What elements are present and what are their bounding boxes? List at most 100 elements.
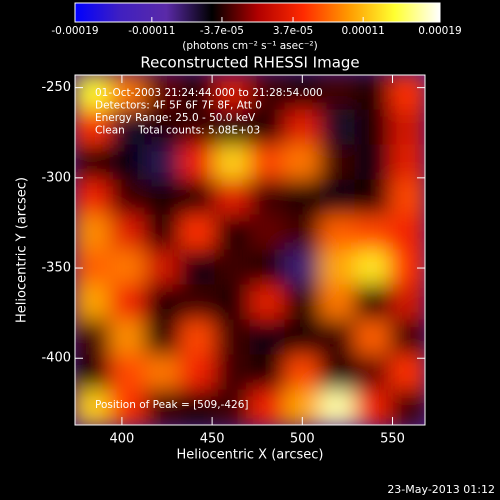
heatmap-cell	[179, 284, 216, 321]
y-tick-label: -350	[41, 261, 71, 276]
x-axis-label: Heliocentric X (arcsec)	[177, 448, 324, 463]
colorbar-label: (photons cm⁻² s⁻¹ asec⁻²)	[182, 40, 317, 52]
heatmap-cell	[109, 389, 146, 425]
heatmap-cell	[144, 179, 181, 216]
heatmap-cell	[75, 214, 111, 251]
footer: 23-May-2013 01:12	[387, 483, 495, 496]
heatmap-cell	[354, 249, 391, 286]
heatmap-cell	[144, 389, 181, 425]
annotation: Clean Total counts: 5.08E+03	[95, 125, 260, 137]
heatmap-cell	[389, 214, 425, 251]
chart-title: Reconstructed RHESSI Image	[140, 54, 359, 72]
heatmap-cell	[75, 109, 111, 146]
colorbar-tick-label: -3.7e-05	[200, 25, 244, 37]
heatmap-cell	[284, 319, 321, 356]
heatmap-cell	[214, 319, 251, 356]
heatmap-cell	[354, 319, 391, 356]
x-tick-label: 500	[290, 432, 315, 447]
heatmap-cell	[214, 354, 251, 391]
heatmap-cell	[319, 319, 356, 356]
heatmap-cell	[179, 75, 216, 111]
annotation: 01-Oct-2003 21:24:44.000 to 21:28:54.000	[95, 87, 323, 99]
heatmap-cell	[179, 179, 216, 216]
heatmap-cell	[389, 284, 425, 321]
heatmap-cell	[249, 284, 286, 321]
heatmap-cell	[354, 144, 391, 181]
heatmap-cell	[319, 354, 356, 391]
heatmap-cell	[179, 144, 216, 181]
annotation: Energy Range: 25.0 - 50.0 keV	[95, 112, 256, 124]
heatmap-cell	[389, 354, 425, 391]
heatmap-cell	[284, 109, 321, 146]
heatmap-cell	[109, 179, 146, 216]
heatmap-cell	[109, 144, 146, 181]
heatmap-cell	[319, 389, 356, 425]
heatmap-cell	[249, 354, 286, 391]
colorbar-tick-label: 3.7e-05	[273, 25, 313, 37]
heatmap	[75, 75, 425, 425]
heatmap-cell	[109, 109, 146, 146]
x-tick-label: 400	[109, 432, 134, 447]
x-tick-label: 550	[380, 432, 405, 447]
plot-frame	[74, 74, 426, 426]
heatmap-cell	[249, 389, 286, 425]
heatmap-cell	[179, 109, 216, 146]
heatmap-cell	[354, 389, 391, 425]
heatmap-cell	[389, 249, 425, 286]
heatmap-cell	[214, 389, 251, 425]
heatmap-cell	[319, 249, 356, 286]
heatmap-cell	[354, 75, 391, 111]
y-tick-label: -400	[41, 351, 71, 366]
heatmap-cell	[319, 284, 356, 321]
heatmap-cells	[75, 75, 425, 425]
heatmap-cell	[75, 284, 111, 321]
heatmap-cell	[389, 179, 425, 216]
heatmap-cell	[214, 144, 251, 181]
heatmap-cell	[179, 249, 216, 286]
heatmap-cell	[214, 109, 251, 146]
heatmap-cell	[75, 144, 111, 181]
y-tick-label: -250	[41, 80, 71, 95]
heatmap-cell	[319, 179, 356, 216]
heatmap-cell	[144, 284, 181, 321]
heatmap-cell	[249, 75, 286, 111]
x-tick-label: 450	[200, 432, 225, 447]
heatmap-cell	[389, 144, 425, 181]
heatmap-cell	[249, 144, 286, 181]
heatmap-cell	[354, 284, 391, 321]
heatmap-cell	[179, 389, 216, 425]
heatmap-cell	[319, 75, 356, 111]
heatmap-cell	[284, 214, 321, 251]
heatmap-cell	[144, 249, 181, 286]
heatmap-cell	[75, 354, 111, 391]
heatmap-cell	[389, 319, 425, 356]
colorbar-tick-label: 0.00019	[418, 25, 461, 37]
heatmap-cell	[249, 249, 286, 286]
heatmap-cell	[144, 109, 181, 146]
heatmap-cell	[75, 179, 111, 216]
heatmap-cell	[75, 389, 111, 425]
heatmap-cell	[109, 214, 146, 251]
heatmap-cell	[144, 75, 181, 111]
heatmap-cell	[319, 109, 356, 146]
heatmap-cell	[214, 284, 251, 321]
heatmap-cell	[109, 354, 146, 391]
heatmap-cell	[214, 214, 251, 251]
heatmap-cell	[179, 354, 216, 391]
y-axis-label: Heliocentric Y (arcsec)	[15, 177, 30, 323]
heatmap-cell	[389, 389, 425, 425]
heatmap-cell	[354, 179, 391, 216]
heatmap-cell	[109, 249, 146, 286]
heatmap-cell	[249, 109, 286, 146]
heatmap-cell	[214, 179, 251, 216]
annotations: 01-Oct-2003 21:24:44.000 to 21:28:54.000…	[95, 87, 323, 137]
heatmap-cell	[75, 249, 111, 286]
heatmap-cell	[284, 284, 321, 321]
heatmap-cell	[214, 75, 251, 111]
colorbar-tick-label: -0.00019	[51, 25, 98, 37]
heatmap-cell	[75, 319, 111, 356]
heatmap-cell	[284, 179, 321, 216]
heatmap-cell	[109, 319, 146, 356]
heatmap-cell	[389, 75, 425, 111]
